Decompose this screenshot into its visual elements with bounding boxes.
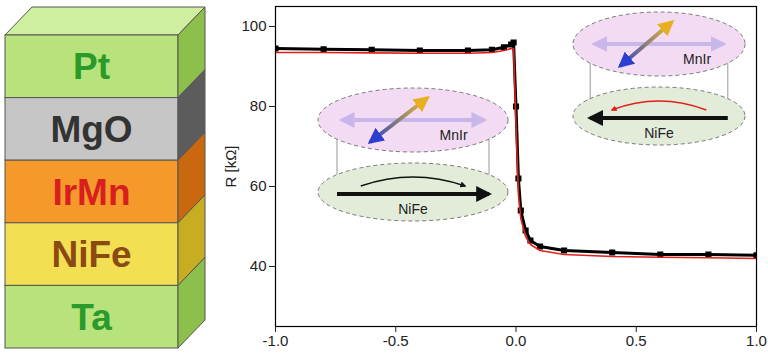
svg-text:-0.5: -0.5 [383, 332, 409, 349]
svg-text:80: 80 [250, 97, 267, 114]
svg-text:NiFe: NiFe [644, 125, 674, 141]
svg-text:0.5: 0.5 [626, 332, 647, 349]
svg-text:IrMn: IrMn [52, 172, 130, 213]
svg-text:R [kΩ]: R [kΩ] [222, 145, 239, 187]
svg-text:NiFe: NiFe [398, 201, 428, 217]
svg-text:NiFe: NiFe [51, 234, 131, 275]
svg-text:60: 60 [250, 177, 267, 194]
svg-text:MnIr: MnIr [440, 127, 468, 143]
svg-text:1.0: 1.0 [746, 332, 767, 349]
svg-text:40: 40 [250, 257, 267, 274]
svg-text:-1.0: -1.0 [263, 332, 289, 349]
svg-text:MnIr: MnIr [683, 51, 711, 67]
svg-text:Ta: Ta [71, 297, 112, 338]
svg-text:Pt: Pt [73, 46, 110, 87]
svg-text:100: 100 [241, 17, 266, 34]
svg-text:0.0: 0.0 [506, 332, 527, 349]
svg-text:MgO: MgO [50, 109, 132, 150]
